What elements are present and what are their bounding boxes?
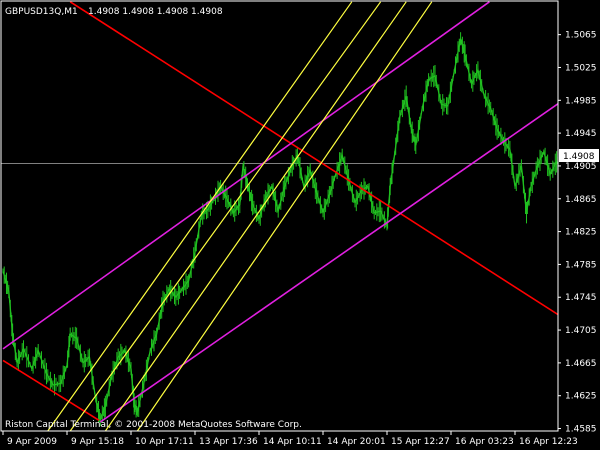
price-tick-label: 1.4945 [565, 129, 597, 139]
price-tick-label: 1.4985 [565, 96, 597, 106]
magenta-trend-line[interactable] [2, 1, 490, 350]
price-tick-label: 1.4665 [565, 359, 597, 369]
price-tick-label: 1.5025 [565, 63, 597, 73]
time-tick-label: 13 Apr 17:36 [199, 437, 258, 447]
copyright-text: Riston Capital Terminal, © 2001-2008 Met… [5, 420, 302, 430]
plot-area [1, 1, 563, 431]
current-price-marker: 1.4908 [559, 149, 599, 162]
time-axis: 9 Apr 2009 9 Apr 15:18 10 Apr 17:11 13 Apr … [2, 431, 578, 447]
price-tick-label: 1.4745 [565, 293, 597, 303]
time-tick-label: 9 Apr 2009 [7, 437, 57, 447]
time-tick-label: 9 Apr 15:18 [71, 437, 124, 447]
ohlc-values: 1.4908 1.4908 1.4908 1.4908 [88, 7, 223, 17]
chart-title: GBPUSD13Q,M1 [5, 7, 78, 17]
time-tick-label: 14 Apr 10:11 [263, 437, 322, 447]
price-tick-label: 1.4785 [565, 260, 597, 270]
yellow-trend-line[interactable] [47, 1, 353, 431]
price-tick-label: 1.4625 [565, 392, 597, 402]
red-trend-line[interactable] [69, 1, 563, 318]
price-tick-label: 1.5065 [565, 31, 597, 41]
yellow-trend-line[interactable] [69, 1, 382, 431]
magenta-trend-line[interactable] [99, 100, 563, 423]
time-tick-label: 16 Apr 03:23 [455, 437, 514, 447]
time-tick-label: 15 Apr 12:27 [391, 437, 450, 447]
price-tick-label: 1.4585 [565, 425, 597, 435]
yellow-trend-line[interactable] [104, 1, 407, 431]
time-tick-label: 16 Apr 12:23 [519, 437, 578, 447]
yellow-trend-line[interactable] [136, 1, 433, 431]
price-tick-label: 1.4825 [565, 228, 597, 238]
price-tick-label: 1.4865 [565, 195, 597, 205]
svg-text:1.4908: 1.4908 [563, 152, 595, 162]
price-tick-label: 1.4905 [565, 162, 597, 172]
red-trend-line[interactable] [2, 359, 100, 421]
time-tick-label: 10 Apr 17:11 [135, 437, 194, 447]
plot-frame [0, 0, 559, 432]
time-tick-label: 14 Apr 20:01 [327, 437, 386, 447]
price-tick-label: 1.4705 [565, 326, 597, 336]
price-axis: 1.5065 1.5025 1.4985 1.4945 1.4905 1.4865 1.48… [558, 31, 597, 435]
